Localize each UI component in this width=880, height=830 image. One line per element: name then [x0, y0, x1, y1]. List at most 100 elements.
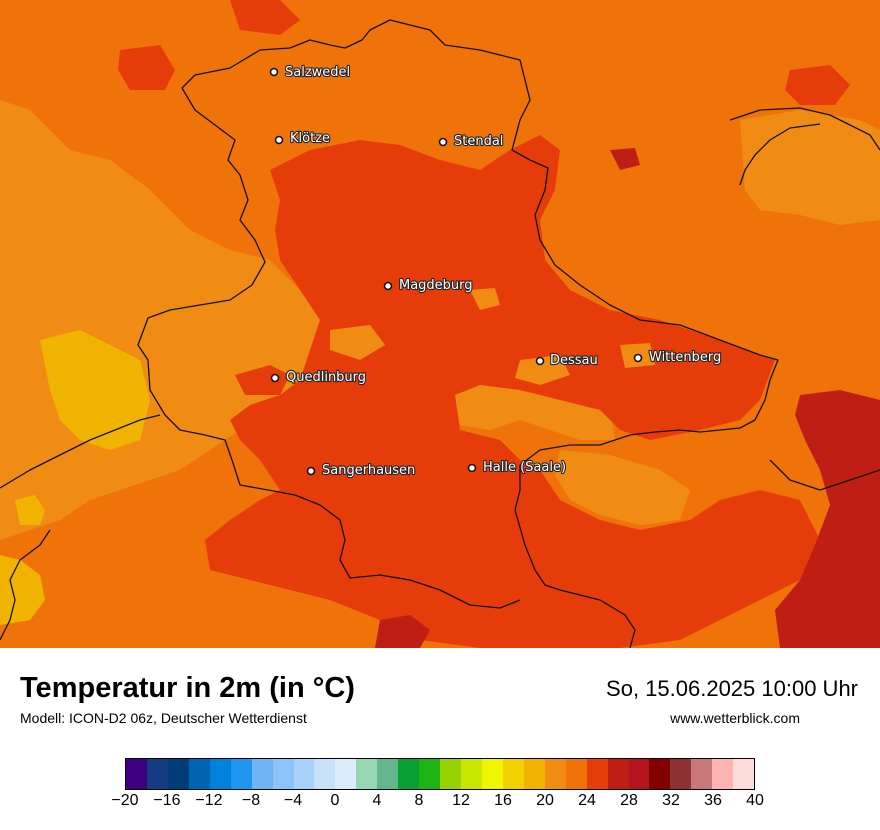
temperature-zone-yellow-orange-2 — [0, 555, 45, 625]
city-dot — [633, 353, 643, 363]
legend-tick-label: −4 — [283, 792, 303, 809]
legend-swatch — [649, 759, 671, 789]
border-brandenburg-2 — [739, 123, 821, 186]
city-dot — [383, 281, 393, 291]
legend-swatch — [586, 759, 608, 789]
legend-tick-label: 28 — [620, 792, 638, 809]
city-label: Wittenberg — [649, 350, 721, 365]
legend-tick-label: 40 — [746, 792, 764, 809]
temperature-zone-speckle — [330, 325, 385, 360]
city-marker-sangerhausen: Sangerhausen — [306, 462, 416, 479]
model-source: Modell: ICON-D2 06z, Deutscher Wetterdie… — [20, 710, 307, 726]
border-west — [137, 87, 521, 609]
temperature-zone-orange-red-2 — [118, 45, 175, 90]
legend-swatch — [398, 759, 420, 789]
legend-swatch — [481, 759, 503, 789]
city-dot — [467, 463, 477, 473]
temperature-zone-yellow-orange — [40, 330, 150, 450]
legend-tick-label: −12 — [195, 792, 223, 809]
legend-swatch — [691, 759, 713, 789]
city-marker-kloetze: Klötze — [274, 130, 331, 147]
website-link[interactable]: www.wetterblick.com — [670, 710, 800, 726]
city-marker-salzwedel: Salzwedel — [269, 64, 351, 81]
city-marker-dessau: Dessau — [535, 352, 599, 369]
border-saxony-anhalt — [181, 19, 779, 648]
legend-swatch — [146, 759, 168, 789]
legend-tick-label: 12 — [452, 792, 470, 809]
temperature-zone-dark-red-2 — [375, 615, 430, 648]
temperature-zone-dark-red-3 — [610, 148, 640, 170]
city-label: Magdeburg — [399, 278, 473, 293]
legend-tick-label: −20 — [111, 792, 139, 809]
map-footer: Temperatur in 2m (in °C) Modell: ICON-D2… — [0, 648, 880, 830]
legend-swatch — [670, 759, 692, 789]
legend-swatch — [335, 759, 357, 789]
legend-color-bar — [125, 758, 755, 790]
legend-tick-label: 20 — [536, 792, 554, 809]
city-dot — [269, 67, 279, 77]
legend-swatch — [419, 759, 441, 789]
city-marker-quedlinburg: Quedlinburg — [270, 369, 367, 386]
border-saxony — [769, 459, 880, 491]
legend-swatch — [314, 759, 336, 789]
legend-swatch — [607, 759, 629, 789]
legend-swatch — [272, 759, 294, 789]
legend-tick-label: 8 — [414, 792, 424, 809]
temperature-zone-orange-red — [205, 135, 820, 648]
legend-tick-label: 32 — [662, 792, 680, 809]
legend-tick-label: 36 — [704, 792, 722, 809]
city-label: Klötze — [290, 131, 330, 146]
legend-swatch — [356, 759, 378, 789]
legend-swatch — [209, 759, 231, 789]
temperature-zone-yellow-orange-3 — [15, 495, 45, 525]
forecast-datetime: So, 15.06.2025 10:00 Uhr — [606, 676, 858, 701]
city-label: Stendal — [454, 134, 503, 149]
city-marker-stendal: Stendal — [438, 133, 505, 150]
legend-swatch — [461, 759, 482, 789]
legend-swatch — [188, 759, 210, 789]
temperature-zone-speckle-3 — [515, 355, 570, 385]
city-label: Quedlinburg — [286, 370, 366, 385]
temperature-zone-orange-red-4 — [785, 65, 850, 105]
legend-swatch — [628, 759, 650, 789]
legend-swatch — [523, 759, 545, 789]
legend-swatch — [733, 759, 755, 789]
border-brandenburg — [729, 107, 880, 151]
legend-tick-label: 24 — [578, 792, 596, 809]
legend-tick-label: −16 — [153, 792, 181, 809]
city-marker-magdeburg: Magdeburg — [383, 277, 474, 294]
color-legend: −20 −16 −12 −8 −4 0 4 8 12 16 20 24 28 32 36 40 — [100, 756, 780, 820]
temperature-zone-speckle-2 — [470, 288, 500, 310]
legend-swatch — [251, 759, 273, 789]
temperature-zone-orange-red-5 — [235, 365, 290, 395]
city-dot — [274, 135, 284, 145]
legend-swatch — [377, 759, 399, 789]
border-hessen — [0, 529, 51, 641]
legend-swatch — [126, 759, 147, 789]
temperature-zone-light-orange-3 — [555, 450, 690, 525]
temperature-zone-orange-red-3 — [230, 0, 300, 35]
city-label: Dessau — [550, 353, 598, 368]
city-dot — [438, 137, 448, 147]
legend-swatch — [293, 759, 315, 789]
legend-swatch — [502, 759, 524, 789]
map-title: Temperatur in 2m (in °C) — [20, 672, 355, 704]
temperature-zone-light-orange-4 — [740, 110, 880, 225]
city-marker-halle: Halle (Saale) — [467, 459, 567, 476]
city-marker-wittenberg: Wittenberg — [633, 349, 722, 366]
city-label: Sangerhausen — [322, 463, 415, 478]
city-label: Salzwedel — [285, 65, 350, 80]
city-label: Halle (Saale) — [483, 460, 566, 475]
legend-tick-label: 4 — [372, 792, 382, 809]
legend-tick-label: 16 — [494, 792, 512, 809]
temperature-zone-dark-red — [775, 390, 880, 648]
city-dot — [535, 356, 545, 366]
border-thuringia — [0, 414, 161, 489]
temperature-map: Salzwedel Klötze Stendal Magdeburg Dessa… — [0, 0, 880, 648]
legend-swatch — [440, 759, 461, 789]
city-dot — [270, 373, 280, 383]
legend-swatch — [167, 759, 189, 789]
legend-swatch — [230, 759, 252, 789]
city-dot — [306, 466, 316, 476]
